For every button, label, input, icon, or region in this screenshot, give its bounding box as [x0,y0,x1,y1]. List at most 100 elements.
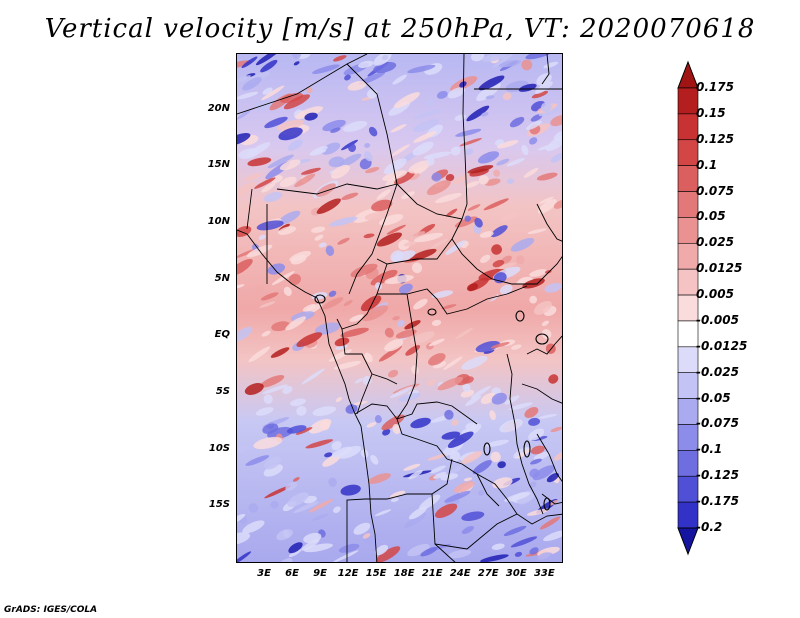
field-patch [262,384,288,395]
field-patch [344,74,351,81]
field-patch [463,477,473,482]
field-patch [382,170,408,182]
field-patch [455,128,482,137]
lat-label: 15N [207,159,230,171]
field-patch [550,426,562,433]
field-patch [296,405,307,416]
field-patch [428,338,445,347]
field-patch [500,213,517,222]
field-patch [277,226,297,235]
field-patch [333,361,362,370]
field-patch [241,56,258,69]
field-patch [362,533,371,539]
field-patch [276,119,304,131]
lon-label: 15E [365,568,387,579]
field-patches [237,54,562,562]
field-patch [305,302,323,315]
field-patch [322,297,344,310]
field-patch [290,254,307,265]
field-patch [328,216,358,227]
lon-label: 27E [477,568,499,579]
field-patch [466,283,479,292]
field-patch [509,116,525,128]
field-patch [386,224,406,235]
colorbar-label: 0.125 [696,131,734,146]
field-patch [247,157,272,167]
field-patch [426,156,435,166]
field-patch [345,404,358,414]
field-patch [489,410,496,421]
field-patch [471,54,485,62]
field-patch [521,59,533,71]
field-patch [447,431,474,449]
field-patch [510,536,538,548]
field-patch [378,345,402,362]
field-patch [536,552,554,562]
field-patch [431,319,442,326]
field-patch [541,329,552,340]
field-patch [328,477,337,487]
field-patch [490,451,501,463]
field-patch [314,234,324,241]
field-patch [543,61,559,69]
field-patch [476,82,501,102]
field-patch [277,210,301,225]
field-patch [408,469,423,480]
lon-label: 21E [421,568,443,579]
field-patch [347,143,357,152]
lat-label: 5N [214,272,230,284]
field-patch [460,389,475,398]
field-patch [550,153,562,163]
field-patch [453,481,475,493]
field-patch [354,378,363,384]
field-patch [536,172,558,181]
field-patch [333,506,341,514]
field-patch [282,385,293,395]
field-patch [360,295,382,312]
field-patch [362,375,372,386]
field-patch [389,490,406,499]
lon-label: 33E [533,568,555,579]
field-patch [441,304,457,310]
field-patch [288,273,301,286]
field-patch [480,254,491,264]
field-patch [490,341,510,349]
field-patch [325,245,335,256]
field-patch [535,81,553,94]
field-patch [313,297,325,306]
field-patch [403,241,417,247]
field-patch [368,126,378,137]
colorbar-cell [677,475,699,503]
field-patch [258,234,266,240]
field-patch [526,508,550,516]
field-patch [408,297,421,305]
field-patch [237,109,251,120]
field-patch [279,159,301,171]
field-patch [349,314,365,322]
field-patch [527,228,547,234]
field-patch [443,356,463,370]
field-patch [294,173,316,188]
field-patch [478,489,485,496]
field-patch [341,192,359,200]
field-patch [309,145,328,156]
field-patch [288,549,302,558]
field-patch [521,144,529,156]
field-patch [271,175,283,184]
field-patch [312,64,340,74]
colorbar-label: -0.075 [696,416,739,431]
field-patch [390,250,404,262]
colorbar-cell [677,294,699,322]
lon-label: 24E [449,568,471,579]
field-patch [364,211,386,220]
field-patch [462,382,471,393]
colorbar-cell [677,450,699,477]
colorbar-label: -0.125 [696,468,739,483]
field-patch [431,172,442,182]
field-patch [497,461,506,469]
field-patch [295,106,323,119]
field-patch [358,71,386,85]
field-patch [516,280,524,285]
field-patch [262,87,273,95]
field-patch [518,83,537,92]
